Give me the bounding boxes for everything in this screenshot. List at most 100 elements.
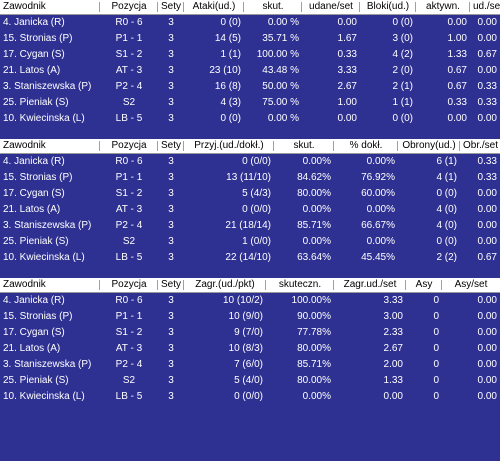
- column-header-digs[interactable]: Obrony(ud.): [398, 139, 460, 153]
- column-header-reception-accuracy[interactable]: % dokł.: [334, 139, 398, 153]
- cell-aces-per-set: 0.00: [477, 327, 497, 338]
- table-row[interactable]: 10. Kwiecinska (L) LB - 5 3 0 (0) 0.00 % 0.00…: [0, 111, 500, 127]
- cell-position: S2: [122, 236, 136, 247]
- column-header-receptions[interactable]: Przyj.(ud./dokł.): [184, 139, 274, 153]
- column-header-sets[interactable]: Sety: [158, 0, 184, 14]
- cell-reception-eff: 0.00%: [302, 236, 331, 247]
- table-body: 4. Janicka (R) R0 - 6 3 10 (10/2) 100.00% 3.3…: [0, 293, 500, 405]
- cell-serve-eff: 85.71%: [297, 359, 331, 370]
- cell-aces: 0: [433, 375, 439, 386]
- cell-sets: 3: [168, 359, 174, 370]
- column-header-attacks-per-set[interactable]: udane/set: [302, 0, 360, 14]
- cell-digs-per-set: 0.33: [477, 172, 497, 183]
- cell-position: R0 - 6: [115, 156, 143, 167]
- table-row[interactable]: 3. Staniszewska (P) P2 - 4 3 16 (8) 50.00 % 2…: [0, 79, 500, 95]
- cell-position: S1 - 2: [115, 327, 143, 338]
- cell-serve-eff: 0.00%: [302, 391, 331, 402]
- column-header-sets[interactable]: Sety: [158, 278, 184, 292]
- column-header-reception-eff[interactable]: skut.: [274, 139, 334, 153]
- cell-player: 15. Stronias (P): [3, 172, 73, 183]
- cell-sets: 3: [168, 236, 174, 247]
- cell-position: LB - 5: [115, 252, 143, 263]
- column-header-position[interactable]: Pozycja: [100, 0, 158, 14]
- column-header-attack-eff[interactable]: skut.: [244, 0, 302, 14]
- column-header-aces[interactable]: Asy: [406, 278, 442, 292]
- cell-player: 10. Kwiecinska (L): [3, 252, 85, 263]
- table-row[interactable]: 15. Stronias (P) P1 - 1 3 13 (11/10) 84.62% 7…: [0, 170, 500, 186]
- cell-attacks-per-set: 3.33: [337, 65, 357, 76]
- cell-digs-per-set: 0.00: [477, 188, 497, 199]
- cell-reception-eff: 0.00%: [302, 156, 331, 167]
- table-row[interactable]: 17. Cygan (S) S1 - 2 3 5 (4/3) 80.00% 60.00% 0…: [0, 186, 500, 202]
- column-header-blocks-per-set[interactable]: ud./set: [473, 1, 500, 12]
- table-row[interactable]: 15. Stronias (P) P1 - 1 3 10 (9/0) 90.00% 3.0…: [0, 309, 500, 325]
- column-header-sets[interactable]: Sety: [158, 139, 184, 153]
- column-header-position[interactable]: Pozycja: [100, 139, 158, 153]
- cell-digs-per-set: 0.00: [477, 236, 497, 247]
- cell-player: 15. Stronias (P): [3, 311, 73, 322]
- column-header-attacks[interactable]: Ataki(ud.): [184, 0, 244, 14]
- cell-position: P2 - 4: [115, 220, 143, 231]
- table-row[interactable]: 25. Pieniak (S) S2 3 5 (4/0) 80.00% 1.33 0 0.00: [0, 373, 500, 389]
- column-header-serves[interactable]: Zagr.(ud./pkt): [184, 278, 266, 292]
- table-row[interactable]: 21. Latos (A) AT - 3 3 23 (10) 43.48 % 3.33 2 …: [0, 63, 500, 79]
- cell-receptions: 1 (0/0): [242, 236, 271, 247]
- column-header-serve-eff[interactable]: skuteczn.: [266, 278, 334, 292]
- table-row[interactable]: 3. Staniszewska (P) P2 - 4 3 21 (18/14) 85.7…: [0, 218, 500, 234]
- cell-blocks-per-set: 0.00: [477, 113, 497, 124]
- table-row[interactable]: 10. Kwiecinska (L) LB - 5 3 0 (0/0) 0.00% 0.0…: [0, 389, 500, 405]
- table-body: 4. Janicka (R) R0 - 6 3 0 (0) 0.00 % 0.00 0 (0…: [0, 15, 500, 127]
- cell-digs: 0 (0): [436, 236, 457, 247]
- cell-attack-eff: 0.00 %: [267, 17, 299, 28]
- column-header-player[interactable]: Zawodnik: [0, 0, 100, 14]
- cell-position: S2: [122, 375, 136, 386]
- table-row[interactable]: 21. Latos (A) AT - 3 3 0 (0/0) 0.00% 0.00% 4 (…: [0, 202, 500, 218]
- cell-reception-eff: 63.64%: [297, 252, 331, 263]
- cell-blocks-per-set: 0.33: [477, 97, 497, 108]
- cell-player: 17. Cygan (S): [3, 188, 65, 199]
- cell-player: 15. Stronias (P): [3, 33, 73, 44]
- cell-sets: 3: [168, 81, 174, 92]
- table-row[interactable]: 3. Staniszewska (P) P2 - 4 3 7 (6/0) 85.71% 2…: [0, 357, 500, 373]
- table-row[interactable]: 21. Latos (A) AT - 3 3 10 (8/3) 80.00% 2.67 0 0…: [0, 341, 500, 357]
- cell-sets: 3: [168, 252, 174, 263]
- table-row[interactable]: 4. Janicka (R) R0 - 6 3 0 (0/0) 0.00% 0.00% 6 …: [0, 154, 500, 170]
- cell-serves: 10 (8/3): [228, 343, 263, 354]
- table-row[interactable]: 25. Pieniak (S) S2 3 1 (0/0) 0.00% 0.00% 0 (0)…: [0, 234, 500, 250]
- cell-reception-accuracy: 0.00%: [366, 236, 395, 247]
- cell-position: P1 - 1: [115, 311, 143, 322]
- table-row[interactable]: 17. Cygan (S) S1 - 2 3 9 (7/0) 77.78% 2.33 0 0.…: [0, 325, 500, 341]
- column-header-serves-per-set[interactable]: Zagr.ud./set: [334, 278, 406, 292]
- cell-reception-eff: 84.62%: [297, 172, 331, 183]
- cell-reception-accuracy: 45.45%: [361, 252, 395, 263]
- column-header-blocks[interactable]: Bloki(ud.): [360, 0, 416, 14]
- cell-attacks-per-set: 0.00: [337, 113, 357, 124]
- table-row[interactable]: 4. Janicka (R) R0 - 6 3 10 (10/2) 100.00% 3.3…: [0, 293, 500, 309]
- cell-player: 3. Staniszewska (P): [3, 359, 92, 370]
- column-header-player[interactable]: Zawodnik: [0, 139, 100, 153]
- cell-player: 10. Kwiecinska (L): [3, 113, 85, 124]
- cell-attacks-per-set: 2.67: [337, 81, 357, 92]
- column-header-position[interactable]: Pozycja: [100, 278, 158, 292]
- table-row[interactable]: 25. Pieniak (S) S2 3 4 (3) 75.00 % 1.00 1 (1) 0…: [0, 95, 500, 111]
- column-header-aces-per-set[interactable]: Asy/set: [454, 279, 488, 290]
- cell-blocks: 2 (0): [392, 65, 413, 76]
- cell-sets: 3: [168, 17, 174, 28]
- cell-receptions: 22 (14/10): [225, 252, 271, 263]
- column-header-block-activity[interactable]: aktywn.: [416, 0, 470, 14]
- cell-sets: 3: [168, 343, 174, 354]
- cell-attacks: 0 (0): [220, 17, 241, 28]
- reception-defense-table: Zawodnik Pozycja Sety Przyj.(ud./dokł.) skut…: [0, 139, 500, 266]
- column-header-digs-per-set[interactable]: Obr./set: [463, 140, 499, 151]
- cell-reception-accuracy: 0.00%: [366, 156, 395, 167]
- table-row[interactable]: 4. Janicka (R) R0 - 6 3 0 (0) 0.00 % 0.00 0 (0…: [0, 15, 500, 31]
- cell-sets: 3: [168, 33, 174, 44]
- cell-aces-per-set: 0.00: [477, 391, 497, 402]
- table-row[interactable]: 15. Stronias (P) P1 - 1 3 14 (5) 35.71 % 1.67…: [0, 31, 500, 47]
- cell-reception-accuracy: 76.92%: [361, 172, 395, 183]
- table-row[interactable]: 17. Cygan (S) S1 - 2 3 1 (1) 100.00 % 0.33 4 (…: [0, 47, 500, 63]
- column-header-player[interactable]: Zawodnik: [0, 278, 100, 292]
- cell-attack-eff: 50.00 %: [262, 81, 299, 92]
- cell-attacks-per-set: 0.00: [337, 17, 357, 28]
- table-row[interactable]: 10. Kwiecinska (L) LB - 5 3 22 (14/10) 63.64…: [0, 250, 500, 266]
